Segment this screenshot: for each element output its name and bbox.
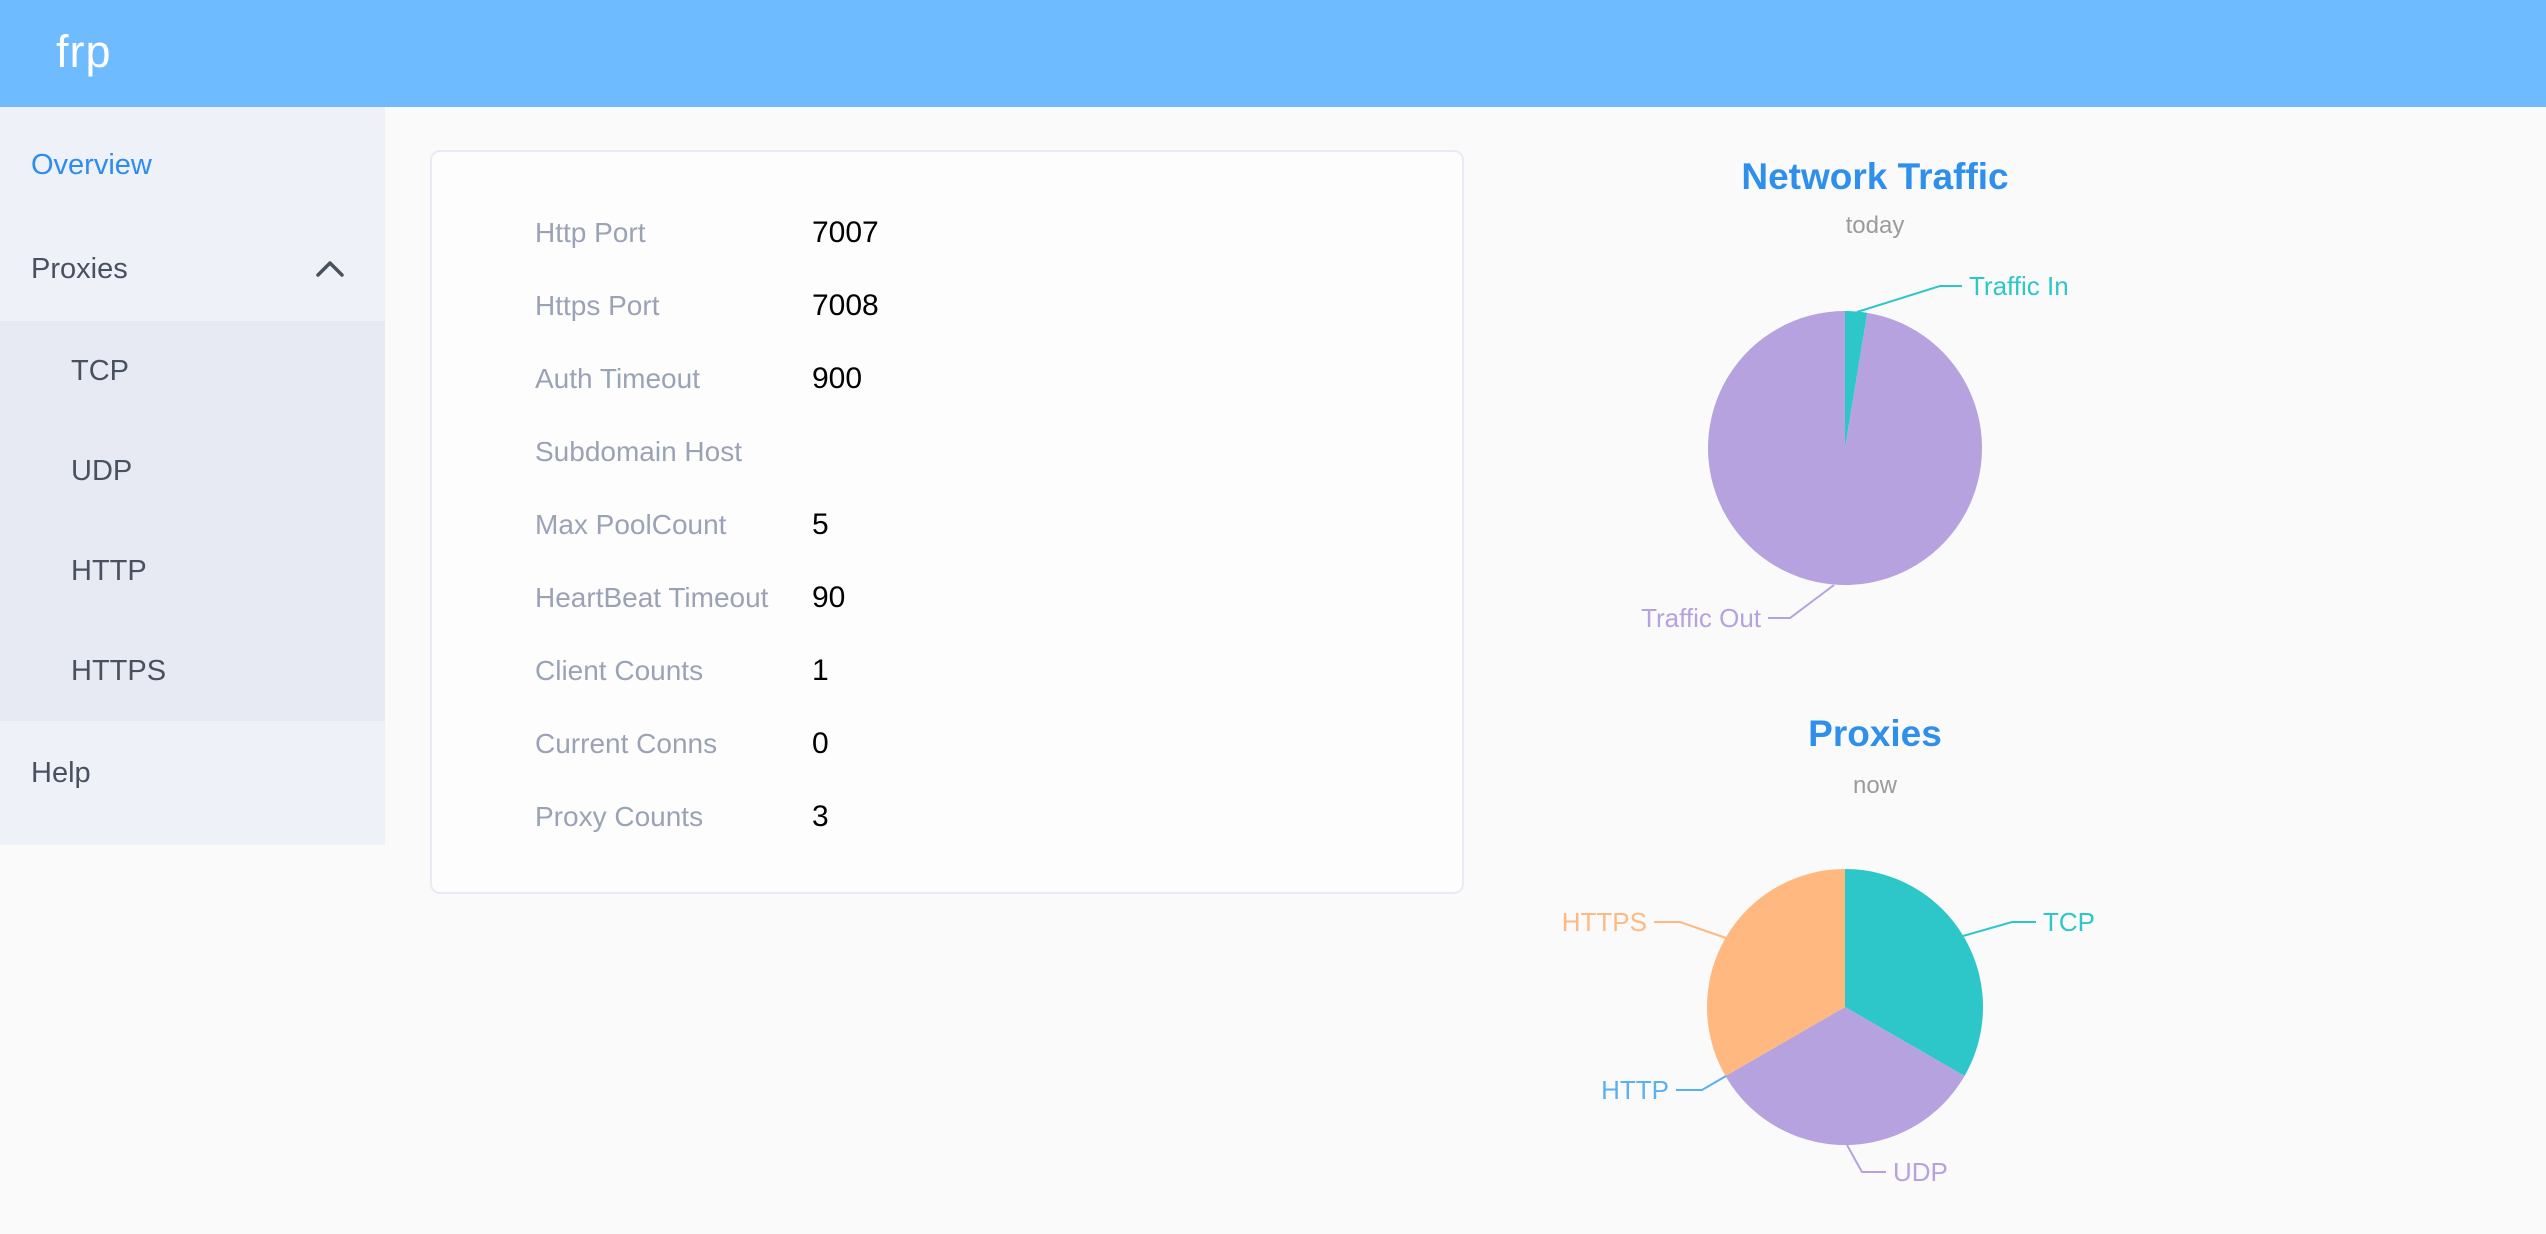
pie-label-line-http [1676, 1075, 1727, 1091]
pie-label-http: HTTP [1601, 1075, 1669, 1105]
sidebar-item-proxies-label: Proxies [31, 253, 128, 285]
pie-label-traffic-out: Traffic Out [1641, 603, 1762, 633]
sidebar-item-proxies[interactable]: Proxies [0, 217, 385, 321]
row-value: 3 [812, 799, 829, 833]
pie-label-line-traffic-out [1768, 584, 1835, 619]
pie-label-line-tcp [1962, 921, 2036, 937]
pie-label-line-udp [1846, 1144, 1886, 1173]
table-row: HeartBeat Timeout 90 [432, 561, 1462, 634]
sidebar-item-tcp[interactable]: TCP [71, 355, 129, 387]
chevron-up-icon[interactable] [315, 259, 345, 278]
row-label: Client Counts [535, 654, 704, 686]
pie-slice-traffic-in[interactable] [1845, 311, 1868, 448]
row-label: Subdomain Host [535, 435, 743, 467]
row-label: Auth Timeout [535, 362, 700, 394]
network-traffic-pie-chart: Traffic In Traffic Out [1641, 271, 2069, 633]
pie-label-udp: UDP [1893, 1157, 1948, 1187]
sidebar-submenu-proxies: TCP UDP HTTP HTTPS [0, 321, 385, 721]
sidebar-item-udp[interactable]: UDP [71, 455, 133, 487]
row-value: 5 [812, 507, 829, 541]
pie-slice-traffic-out[interactable] [1708, 311, 1983, 585]
row-label: Proxy Counts [535, 800, 704, 832]
sidebar-item-overview[interactable]: Overview [31, 149, 152, 181]
row-label: HeartBeat Timeout [535, 581, 769, 613]
pie-slice-udp[interactable] [1725, 1007, 1965, 1145]
network-traffic-chart-subtitle: today [1845, 212, 1905, 239]
row-value: 7007 [812, 215, 879, 249]
pie-slice-tcp[interactable] [1845, 869, 1983, 1076]
proxies-chart-subtitle: now [1852, 772, 1898, 799]
row-value: 0 [812, 726, 829, 760]
table-row: Current Conns 0 [432, 707, 1462, 780]
pie-label-https: HTTPS [1562, 907, 1647, 937]
app-logo: frp [56, 26, 112, 77]
row-label: Current Conns [535, 727, 718, 759]
pie-label-tcp: TCP [2043, 907, 2095, 937]
sidebar-item-help[interactable]: Help [31, 757, 91, 789]
sidebar: Overview Proxies TCP UDP HTTP HTTPS Help [0, 107, 385, 845]
table-row: Client Counts 1 [432, 634, 1462, 707]
table-row: Auth Timeout 900 [432, 342, 1462, 415]
table-row: Proxy Counts 3 [432, 780, 1462, 853]
sidebar-item-http[interactable]: HTTP [71, 555, 147, 587]
pie-label-line-https [1654, 921, 1727, 939]
table-row: Https Port 7008 [432, 269, 1462, 342]
row-value: 1 [812, 653, 829, 687]
row-label: Max PoolCount [535, 508, 727, 540]
sidebar-item-https[interactable]: HTTPS [71, 655, 167, 687]
row-label: Https Port [535, 289, 660, 321]
table-row: Subdomain Host [432, 415, 1462, 488]
row-value: 900 [812, 361, 863, 395]
server-info-card: Http Port 7007 Https Port 7008 Auth Time… [430, 150, 1464, 894]
row-label: Http Port [535, 216, 646, 248]
app-header: frp [0, 0, 2546, 107]
network-traffic-chart-title: Network Traffic [1741, 156, 2009, 197]
table-row: Http Port 7007 [432, 196, 1462, 269]
pie-slice-https[interactable] [1707, 869, 1845, 1076]
row-value: 90 [812, 580, 846, 614]
row-value: 7008 [812, 288, 879, 322]
pie-label-traffic-in: Traffic In [1969, 271, 2069, 301]
proxies-pie-chart: TCP UDP HTTP HTTPS [1562, 869, 2095, 1187]
proxies-chart-title: Proxies [1808, 713, 1942, 754]
table-row: Max PoolCount 5 [432, 488, 1462, 561]
pie-label-line-traffic-in [1856, 285, 1962, 313]
